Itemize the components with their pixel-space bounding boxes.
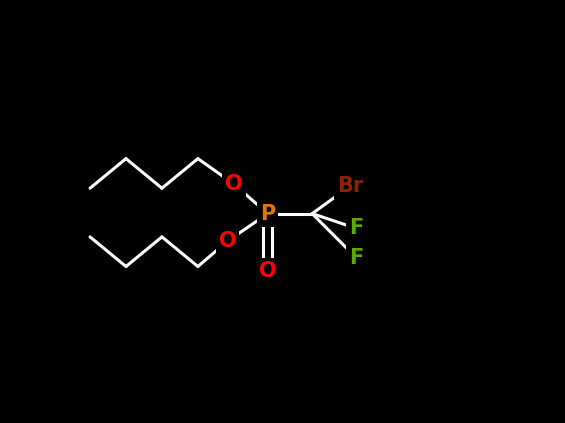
Text: Br: Br xyxy=(337,176,363,196)
Text: O: O xyxy=(225,174,243,194)
Text: O: O xyxy=(219,231,236,251)
Text: F: F xyxy=(349,248,364,268)
Text: F: F xyxy=(349,218,364,239)
Text: O: O xyxy=(259,261,276,281)
Text: P: P xyxy=(260,203,275,224)
